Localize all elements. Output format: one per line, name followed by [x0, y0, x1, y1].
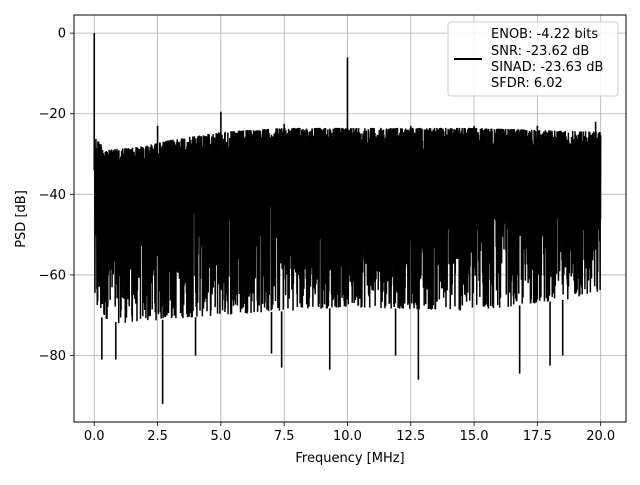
x-tick-label: 12.5 — [396, 429, 425, 444]
x-tick-label: 0.0 — [84, 429, 105, 444]
plot-frame — [73, 14, 627, 423]
x-tick-label: 17.5 — [523, 429, 552, 444]
y-tick-label: −60 — [39, 268, 66, 283]
y-tick-label: −80 — [39, 349, 66, 364]
legend-box — [447, 21, 619, 97]
x-tick-label: 5.0 — [211, 429, 232, 444]
axis-ticks: 0.0 2.5 5.0 7.5 10.0 12.5 15.0 17.5 20.0 0 −20 −40 −… — [39, 27, 616, 444]
legend-entry-snr: SNR: -23.62 dB — [491, 44, 589, 59]
legend-entry-sfdr: SFDR: 6.02 — [491, 76, 563, 91]
legend-entry-enob: ENOB: -4.22 bits — [491, 27, 598, 42]
x-tick-label: 10.0 — [333, 429, 362, 444]
x-axis-label: Frequency [MHz] — [295, 451, 404, 466]
x-tick-label: 2.5 — [147, 429, 168, 444]
y-tick-label: −20 — [39, 107, 66, 122]
plot-data — [93, 33, 602, 404]
x-tick-label: 20.0 — [586, 429, 615, 444]
y-tick-label: 0 — [58, 27, 66, 42]
y-axis-label: PSD [dB] — [14, 190, 29, 248]
legend: ENOB: -4.22 bits SNR: -23.62 dB SINAD: -… — [447, 21, 619, 97]
x-tick-label: 15.0 — [460, 429, 489, 444]
y-tick-label: −40 — [39, 188, 66, 203]
x-tick-label: 7.5 — [274, 429, 295, 444]
legend-entry-sinad: SINAD: -23.63 dB — [491, 60, 603, 75]
